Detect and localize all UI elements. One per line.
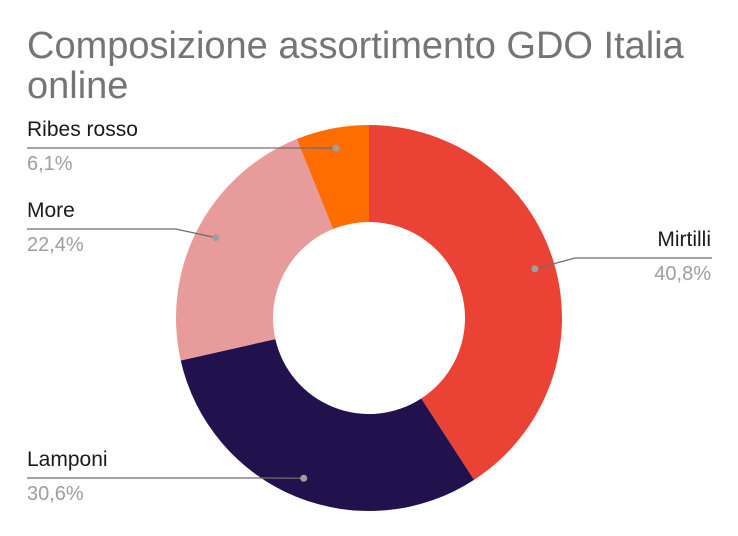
- labels-group: Mirtilli 40,8% Lamponi 30,6% More 22,4% Ribes …: [27, 118, 712, 505]
- leader-line: [27, 228, 216, 239]
- callout-mirtilli: Mirtilli 40,8%: [531, 228, 712, 285]
- callout-ribes-rosso: Ribes rosso 6,1%: [27, 118, 340, 175]
- slice-value: 22,4%: [27, 234, 84, 256]
- callout-lamponi: Lamponi 30,6%: [27, 448, 308, 505]
- leader-dot: [300, 474, 308, 482]
- slice-label: More: [27, 199, 75, 222]
- leader-dot: [531, 265, 539, 273]
- slice-label: Ribes rosso: [27, 118, 138, 141]
- slice-lamponi: [180, 339, 475, 512]
- leader-dot: [212, 234, 220, 242]
- callout-more: More 22,4%: [27, 199, 220, 256]
- slice-label: Mirtilli: [657, 228, 711, 251]
- slice-value: 6,1%: [27, 153, 73, 175]
- chart-title: Composizione assortimento GDO Italia onl…: [27, 25, 684, 107]
- slice-value: 30,6%: [27, 483, 84, 505]
- slice-ribes-rosso: [296, 125, 369, 229]
- slice-more: [175, 139, 334, 361]
- slice-value: 40,8%: [654, 263, 711, 285]
- slices-group: [175, 125, 562, 512]
- slice-mirtilli: [369, 125, 562, 480]
- leader-dot: [332, 144, 340, 152]
- leader-line: [534, 257, 712, 270]
- slice-label: Lamponi: [27, 448, 108, 471]
